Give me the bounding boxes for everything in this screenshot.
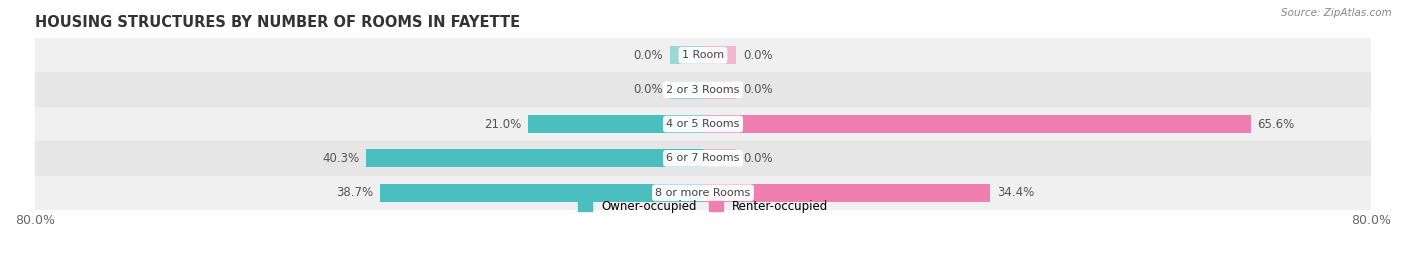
Text: Source: ZipAtlas.com: Source: ZipAtlas.com <box>1281 8 1392 18</box>
Text: 40.3%: 40.3% <box>323 152 360 165</box>
Bar <box>703 46 737 64</box>
Bar <box>35 107 1371 141</box>
Bar <box>35 72 1371 107</box>
Bar <box>380 184 703 202</box>
Bar <box>703 184 990 202</box>
Text: HOUSING STRUCTURES BY NUMBER OF ROOMS IN FAYETTE: HOUSING STRUCTURES BY NUMBER OF ROOMS IN… <box>35 15 520 30</box>
Bar <box>367 150 703 167</box>
Legend: Owner-occupied, Renter-occupied: Owner-occupied, Renter-occupied <box>572 195 834 218</box>
Text: 38.7%: 38.7% <box>336 186 373 199</box>
Text: 34.4%: 34.4% <box>997 186 1035 199</box>
Bar <box>703 115 1251 133</box>
Text: 0.0%: 0.0% <box>744 152 773 165</box>
Bar <box>527 115 703 133</box>
Text: 0.0%: 0.0% <box>744 83 773 96</box>
Text: 0.0%: 0.0% <box>633 83 662 96</box>
Bar <box>703 150 737 167</box>
Text: 21.0%: 21.0% <box>484 118 522 130</box>
Text: 0.0%: 0.0% <box>633 49 662 62</box>
Bar <box>35 38 1371 72</box>
Bar <box>669 46 703 64</box>
Text: 2 or 3 Rooms: 2 or 3 Rooms <box>666 85 740 95</box>
Bar <box>703 81 737 99</box>
Text: 4 or 5 Rooms: 4 or 5 Rooms <box>666 119 740 129</box>
Text: 0.0%: 0.0% <box>744 49 773 62</box>
Text: 6 or 7 Rooms: 6 or 7 Rooms <box>666 153 740 163</box>
Bar <box>35 141 1371 176</box>
Text: 65.6%: 65.6% <box>1257 118 1295 130</box>
Bar <box>669 81 703 99</box>
Text: 1 Room: 1 Room <box>682 50 724 60</box>
Bar <box>35 176 1371 210</box>
Text: 8 or more Rooms: 8 or more Rooms <box>655 188 751 198</box>
